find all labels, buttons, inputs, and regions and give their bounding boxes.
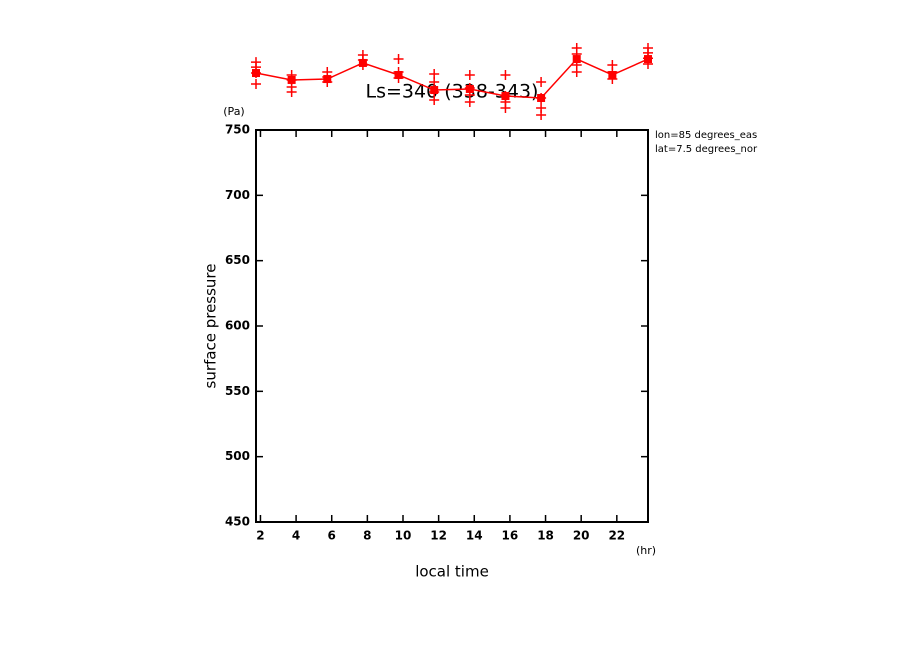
x-tick-label: 12 <box>430 529 447 543</box>
y-tick-label: 650 <box>225 253 250 267</box>
y-tick-label: 750 <box>225 123 250 137</box>
sample-marker <box>500 69 511 80</box>
sample-marker <box>464 69 475 80</box>
sample-marker <box>251 68 261 79</box>
x-tick-label: 14 <box>466 529 483 543</box>
sample-marker <box>571 48 582 59</box>
x-tick-label: 20 <box>573 529 590 543</box>
sample-marker <box>571 66 582 77</box>
x-tick-label: 2 <box>256 529 264 543</box>
series-line <box>255 58 649 99</box>
sample-marker <box>251 79 261 90</box>
sample-marker <box>536 109 547 120</box>
sample-marker <box>464 97 475 108</box>
x-tick-label: 22 <box>608 529 625 543</box>
x-tick-label: 6 <box>328 529 336 543</box>
sample-marker <box>607 74 618 85</box>
annotation: lat=7.5 degrees_nor <box>655 144 758 155</box>
y-tick-label: 500 <box>225 449 250 463</box>
sample-marker <box>536 77 547 88</box>
sample-marker <box>536 92 547 103</box>
y-tick-label: 450 <box>225 515 250 529</box>
annotation: lon=85 degrees_eas <box>655 130 757 141</box>
x-tick-label: 10 <box>395 529 412 543</box>
sample-marker <box>286 86 297 97</box>
x-tick-label: 16 <box>502 529 519 543</box>
point-marker <box>572 55 581 64</box>
sample-marker <box>643 59 653 70</box>
sample-marker <box>357 60 368 71</box>
y-axis-label: surface pressure <box>202 264 220 389</box>
y-tick-label: 600 <box>225 319 250 333</box>
sample-marker <box>393 72 404 83</box>
sample-marker <box>500 103 511 114</box>
y-unit: (Pa) <box>223 105 244 118</box>
x-axis-label: local time <box>415 563 489 581</box>
sample-marker <box>393 54 404 65</box>
x-tick-label: 18 <box>537 529 554 543</box>
y-tick-label: 550 <box>225 384 250 398</box>
x-unit: (hr) <box>636 544 656 557</box>
x-tick-label: 4 <box>292 529 300 543</box>
sample-marker <box>429 94 440 105</box>
chart-title: Ls=340 (338-343) <box>366 81 539 103</box>
plot-frame <box>255 129 649 523</box>
sample-marker <box>429 77 440 88</box>
y-tick-label: 700 <box>225 188 250 202</box>
x-tick-label: 8 <box>363 529 371 543</box>
sample-marker <box>322 77 333 88</box>
